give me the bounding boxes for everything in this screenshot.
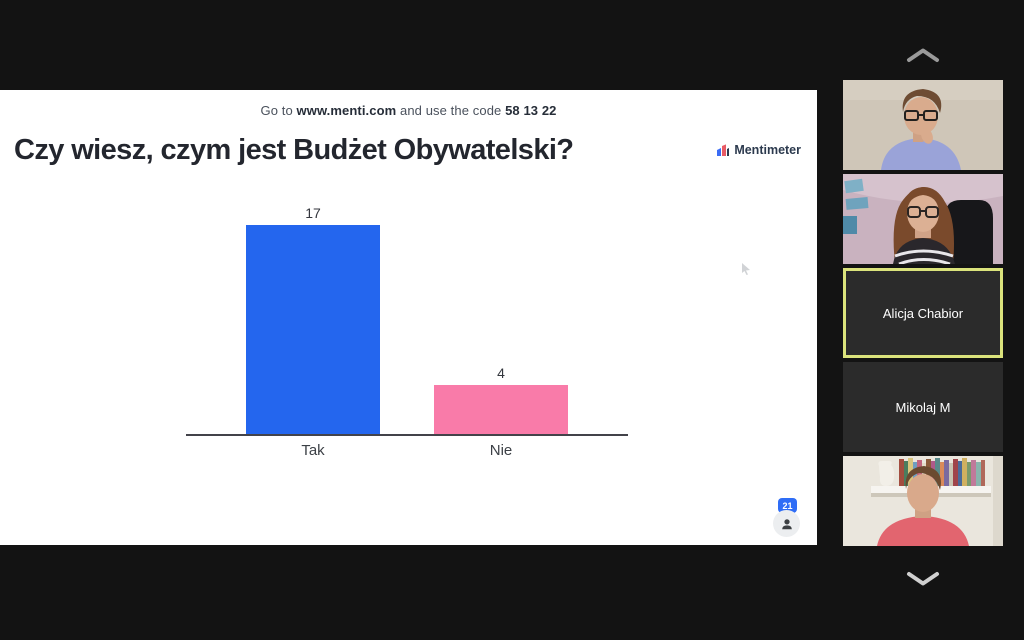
bar-group-tak: 17 xyxy=(246,205,380,434)
participant-video xyxy=(843,80,1003,170)
menti-url: www.menti.com xyxy=(296,103,397,118)
participant-count-circle xyxy=(773,510,800,537)
scroll-down-chevron[interactable] xyxy=(903,566,943,592)
participant-video-tile-1[interactable] xyxy=(843,80,1003,170)
poll-question-title: Czy wiesz, czym jest Budżet Obywatelski? xyxy=(14,134,574,166)
chevron-up-icon xyxy=(907,48,939,62)
bar-value-label: 4 xyxy=(497,365,505,381)
participant-name-label: Alicja Chabior xyxy=(882,305,964,321)
bar-value-label: 17 xyxy=(305,205,321,221)
category-label-nie: Nie xyxy=(489,442,513,459)
participant-count-badge: 21 xyxy=(778,498,797,513)
join-bar-middle: and use the code xyxy=(396,103,506,118)
participant-tile-mikolaj-m[interactable]: Mikolaj M xyxy=(843,362,1003,452)
participant-video-tile-2[interactable] xyxy=(843,174,1003,264)
participant-name-label: Mikolaj M xyxy=(895,399,951,415)
chevron-down-icon xyxy=(907,572,939,586)
menti-participants-badge: 21 xyxy=(772,498,802,544)
mentimeter-logo: Mentimeter xyxy=(716,143,801,157)
menti-join-bar: Go to www.menti.com and use the code 58 … xyxy=(0,103,817,118)
mentimeter-logo-text: Mentimeter xyxy=(734,143,801,157)
mouse-cursor xyxy=(741,262,751,280)
participant-video xyxy=(843,456,1003,546)
scroll-up-chevron[interactable] xyxy=(903,42,943,68)
bar-group-nie: 4 xyxy=(434,365,568,434)
participant-video-tile-5[interactable] xyxy=(843,456,1003,546)
bar-tak xyxy=(246,225,380,434)
participant-video xyxy=(843,174,1003,264)
bar-nie xyxy=(434,385,568,434)
screen-share-area: Go to www.menti.com and use the code 58 … xyxy=(0,90,817,545)
category-label-tak: Tak xyxy=(301,442,325,459)
participant-tile-alicja-chabior[interactable]: Alicja Chabior xyxy=(843,268,1003,358)
person-icon xyxy=(781,518,792,529)
menti-code: 58 13 22 xyxy=(505,103,557,118)
chart-x-axis xyxy=(186,434,628,436)
mentimeter-logo-icon xyxy=(717,144,730,156)
poll-bar-chart: 17 4 xyxy=(186,205,628,436)
join-bar-prefix: Go to xyxy=(260,103,297,118)
